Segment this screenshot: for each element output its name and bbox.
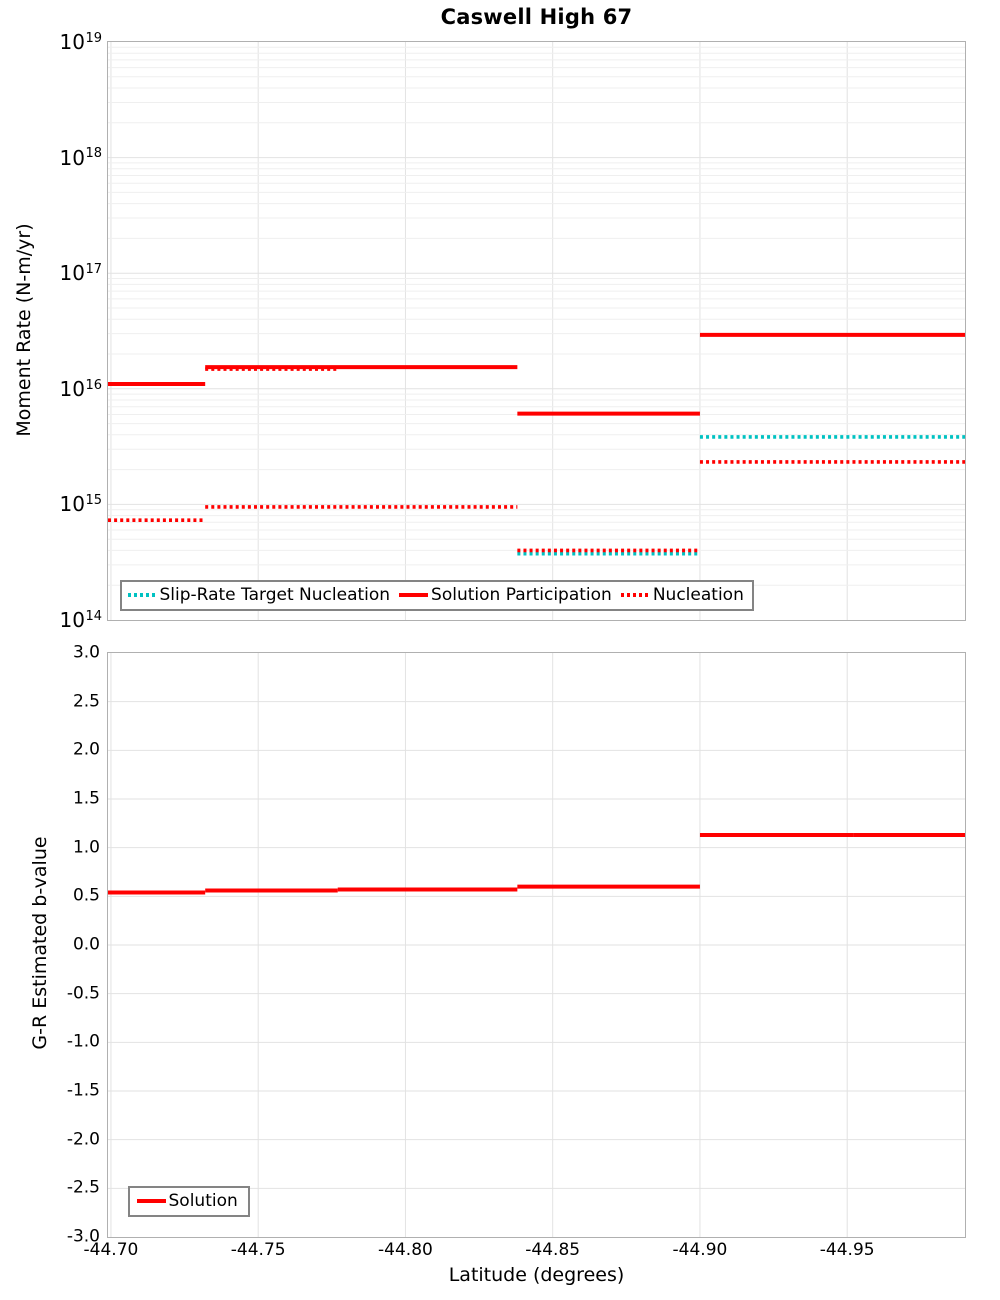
b-value-plot: Solution (106, 651, 966, 1238)
y-tick-label: 1018 (59, 145, 103, 170)
x-tick-label: -44.85 (525, 1240, 581, 1260)
legend-label: Nucleation (652, 584, 744, 605)
y-tick-label: 1017 (59, 261, 103, 286)
cyan-dotted-line-swatch-icon (127, 593, 157, 597)
legend-item-nucleation: Nucleation (620, 584, 744, 605)
moment-rate-plot-canvas (107, 41, 965, 620)
y-tick-label: 0.5 (72, 885, 100, 906)
y-tick-label: 2.0 (72, 739, 100, 760)
y-tick-label: -0.5 (66, 983, 100, 1004)
legend-item-solution: Solution (136, 1190, 238, 1211)
y-tick-label: 1015 (59, 492, 103, 517)
legend-label: Solution (168, 1190, 238, 1211)
x-tick-label: -44.70 (83, 1240, 139, 1260)
b-value-plot-canvas (107, 652, 965, 1237)
x-tick-label: -44.90 (672, 1240, 728, 1260)
y-tick-label: 1016 (59, 376, 103, 401)
y-tick-label: 3.0 (72, 642, 100, 663)
y-tick-label: -1.0 (66, 1031, 100, 1052)
y-tick-label: -2.0 (66, 1129, 100, 1150)
red-solid-line-swatch-icon (136, 1199, 166, 1203)
red-solid-line-swatch-icon (399, 593, 429, 597)
legend-label: Slip-Rate Target Nucleation (159, 584, 391, 605)
x-tick-label: -44.80 (378, 1240, 433, 1260)
top-y-axis-label: Moment Rate (N-m/yr) (13, 223, 35, 437)
b-value-legend: Solution (127, 1185, 250, 1217)
y-tick-label: 2.5 (72, 691, 100, 712)
y-tick-label: 1014 (59, 608, 103, 632)
chart-title: Caswell High 67 (440, 5, 633, 29)
y-tick-label: -3.0 (66, 1226, 100, 1247)
y-tick-label: -1.5 (66, 1080, 100, 1101)
x-tick-label: -44.75 (230, 1240, 286, 1260)
moment-rate-legend: Slip-Rate Target Nucleation Solution Par… (119, 579, 754, 611)
y-tick-label: 1.0 (72, 837, 100, 858)
legend-item-slip-rate-target: Slip-Rate Target Nucleation (127, 584, 391, 605)
moment-rate-plot: Slip-Rate Target Nucleation Solution Par… (106, 40, 966, 621)
legend-item-solution-participation: Solution Participation (399, 584, 612, 605)
y-tick-label: -2.5 (66, 1177, 100, 1198)
x-tick-label: -44.95 (819, 1240, 875, 1260)
x-axis-label: Latitude (degrees) (448, 1264, 625, 1286)
y-tick-label: 1019 (59, 30, 103, 54)
y-tick-label: 0.0 (72, 934, 100, 955)
red-dotted-line-swatch-icon (620, 593, 650, 597)
legend-label: Solution Participation (431, 584, 612, 605)
y-tick-label: 1.5 (72, 788, 100, 809)
